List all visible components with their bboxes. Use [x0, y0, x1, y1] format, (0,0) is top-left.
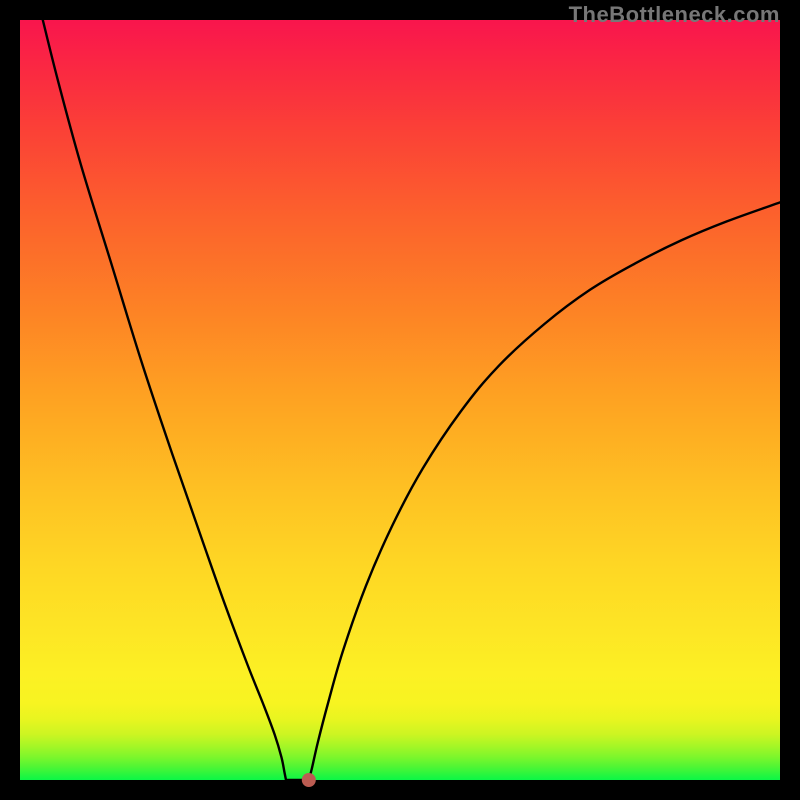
watermark-text: TheBottleneck.com — [569, 2, 780, 28]
optimum-marker — [302, 773, 316, 787]
chart-svg — [0, 0, 800, 800]
chart-container: TheBottleneck.com — [0, 0, 800, 800]
plot-area — [20, 20, 780, 780]
